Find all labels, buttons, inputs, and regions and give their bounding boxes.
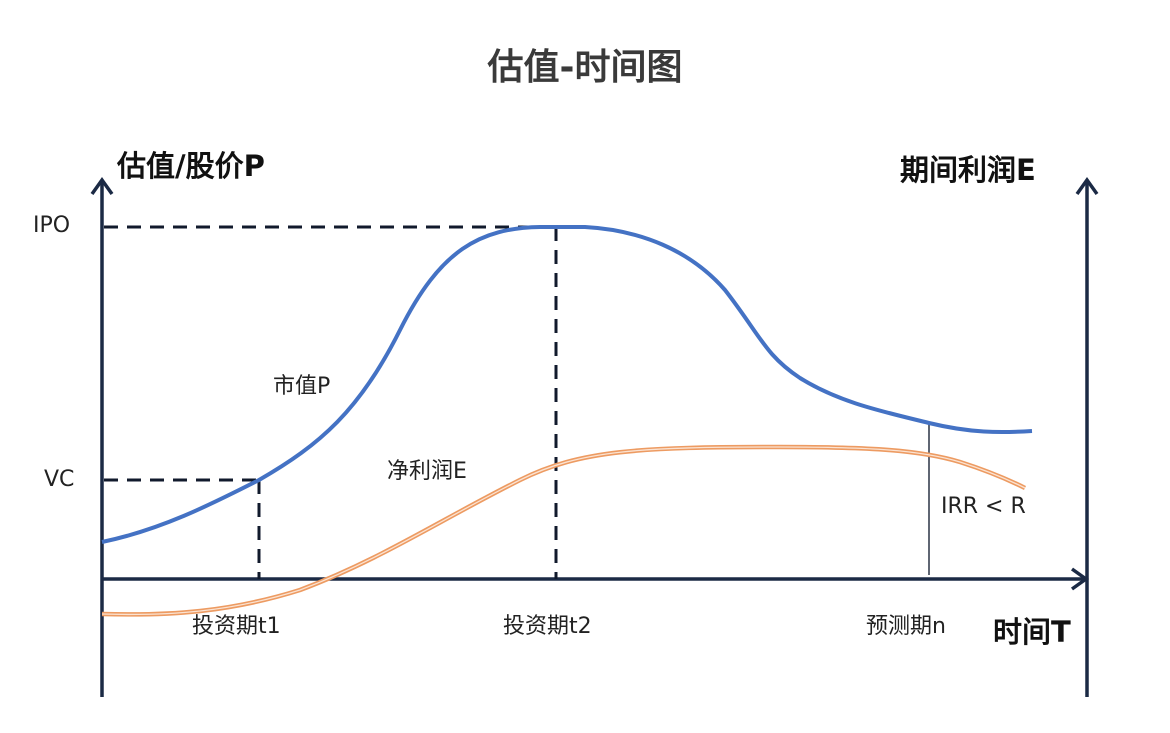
y-axis-left — [90, 176, 114, 697]
x-tick-t1: 投资期t1 — [192, 614, 281, 639]
net-profit-label: 净利润E — [387, 459, 467, 484]
y-axis-right-title: 期间利润E — [900, 153, 1036, 187]
x-tick-n: 预测期n — [866, 614, 946, 639]
irr-annotation: IRR < R — [941, 494, 1026, 519]
y-axis-right — [1075, 176, 1099, 697]
y-tick-vc: VC — [44, 467, 75, 492]
chart-title: 估值-时间图 — [487, 47, 683, 88]
y-tick-ipo: IPO — [33, 213, 71, 238]
market-cap-curve — [101, 225, 1033, 544]
y-axis-left-title: 估值/股价P — [117, 149, 265, 183]
vc-guide-lines — [104, 478, 261, 579]
ipo-guide-lines — [104, 225, 558, 579]
x-axis — [102, 567, 1090, 591]
x-axis-title: 时间T — [993, 615, 1071, 649]
market-cap-label: 市值P — [273, 374, 331, 399]
net-profit-curve — [101, 444, 1027, 617]
x-tick-t2: 投资期t2 — [503, 614, 592, 639]
